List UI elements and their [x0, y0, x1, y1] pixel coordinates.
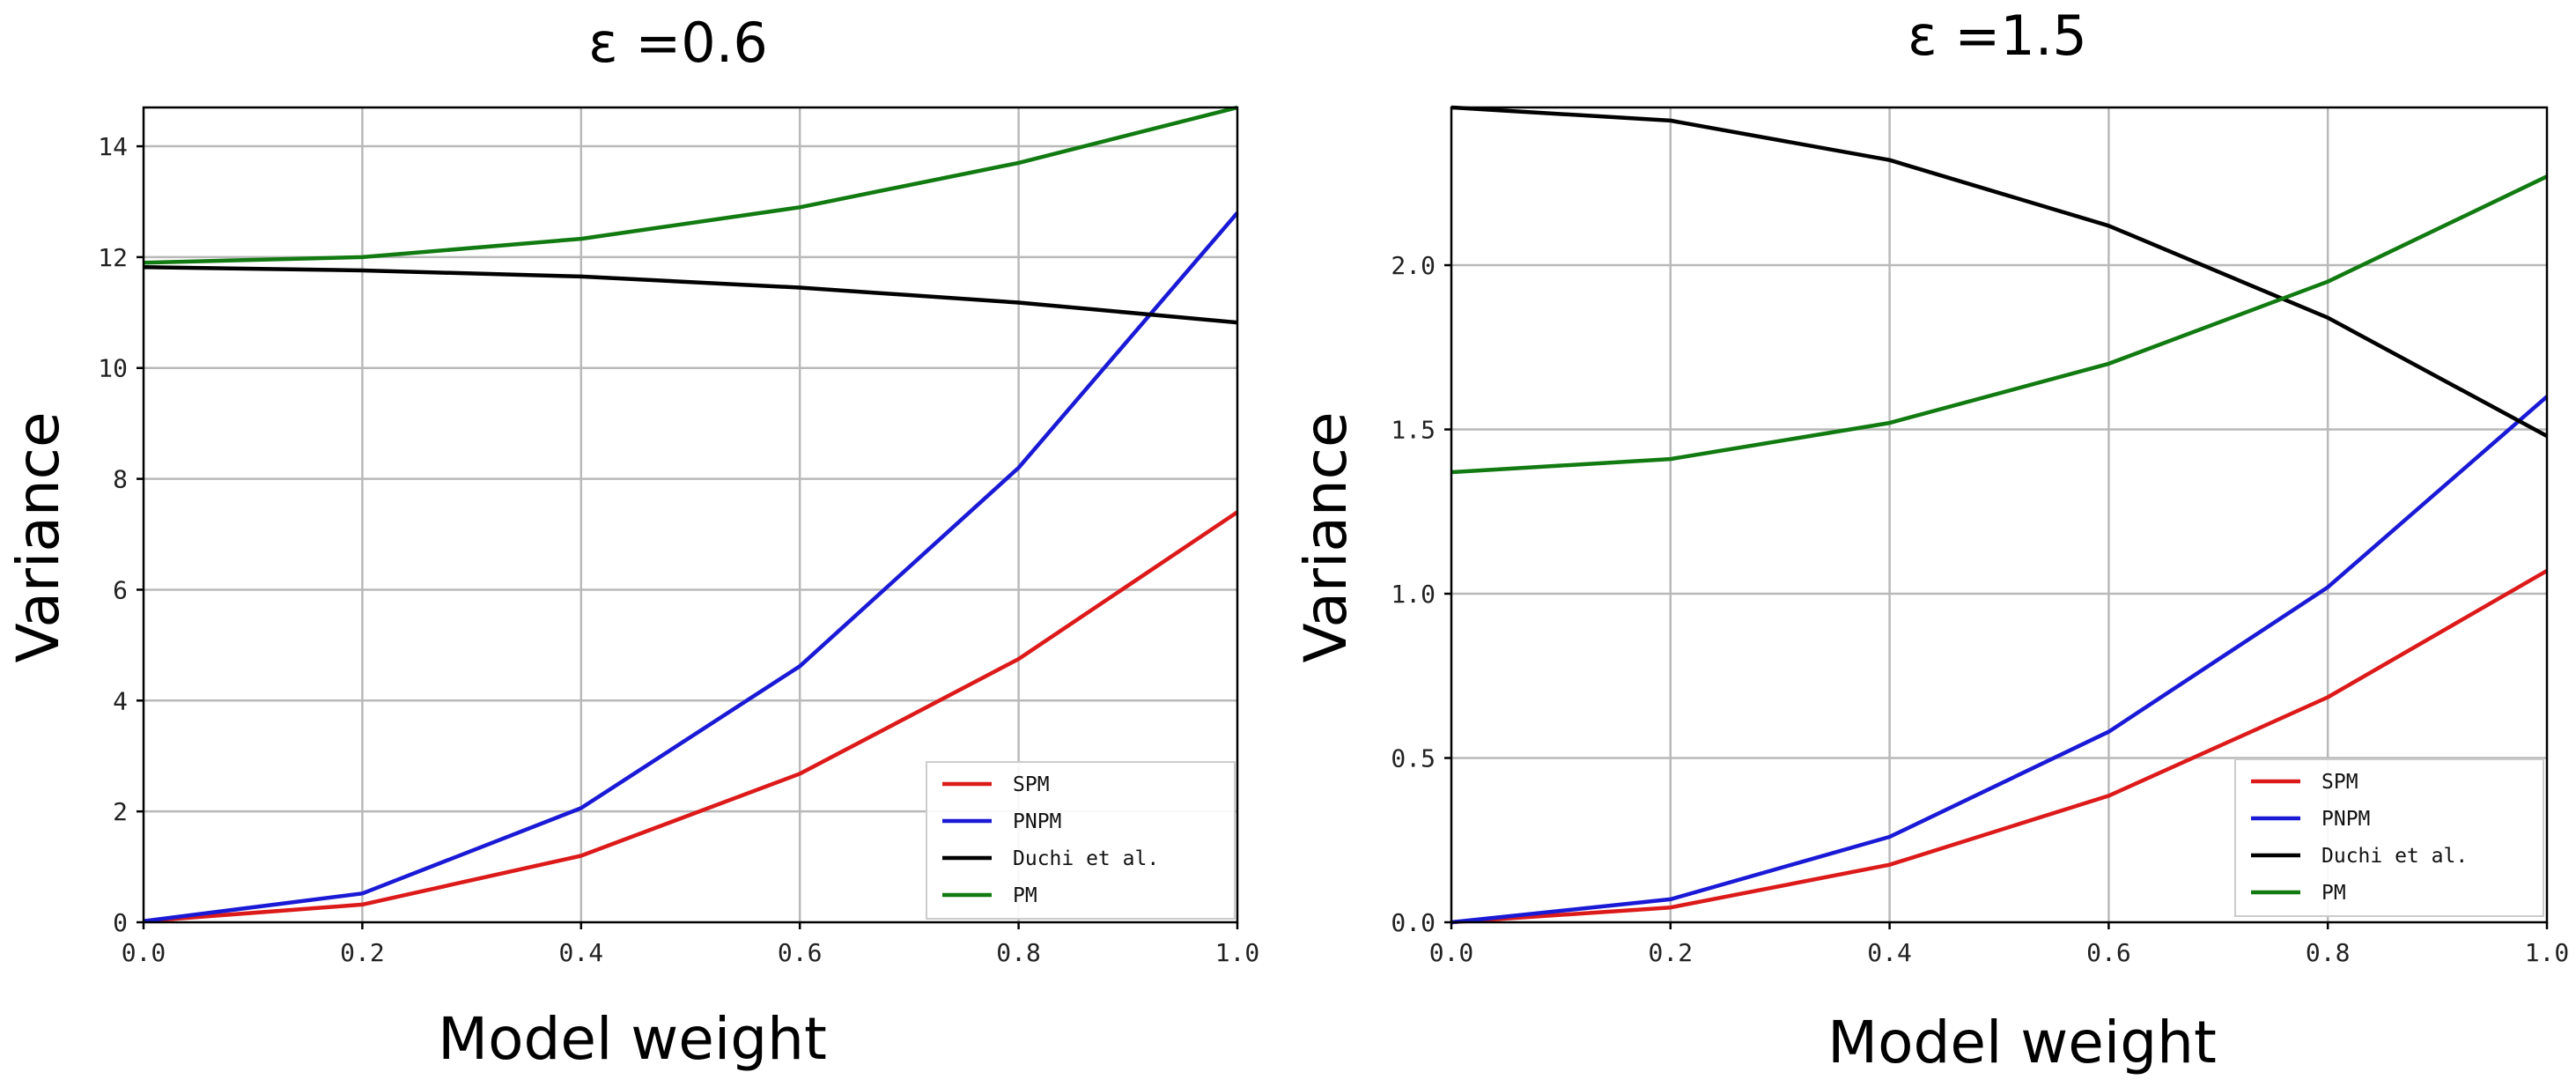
y-tick-label: 10: [98, 354, 128, 383]
y-tick-label: 14: [98, 132, 128, 161]
plot-area: 0.0 0.2 0.4 0.6 0.8 1.0 0 2 4 6 8 10 12 14 SPM PNPM Duch…: [98, 105, 1260, 967]
y-axis-label: Variance: [4, 411, 72, 662]
series-line-pnpm: [143, 211, 1239, 923]
x-tick-label: 0.0: [122, 938, 166, 967]
x-tick-label: 0.0: [1429, 938, 1474, 967]
y-tick-label: 2: [113, 797, 128, 826]
x-tick-label: 0.2: [340, 938, 385, 967]
chart-title: ε =0.6: [588, 11, 768, 75]
legend-label: SPM: [2321, 771, 2358, 794]
x-tick-label: 1.0: [1215, 938, 1260, 967]
legend-box: [926, 761, 1236, 920]
y-tick-label: 1.0: [1391, 580, 1436, 609]
y-tick-label: 2.0: [1391, 251, 1436, 280]
x-tick-label: 0.8: [2306, 938, 2351, 967]
legend-label: Duchi et al.: [2321, 845, 2468, 868]
y-axis-label: Variance: [1292, 411, 1360, 662]
x-tick-label: 1.0: [2525, 938, 2570, 967]
y-tick-label: 8: [113, 465, 128, 494]
chart-panel-eps-1.5: ε =1.5 Model weight Variance 0.0 0.2 0.4 0.…: [1292, 4, 2569, 1076]
legend: SPM PNPM Duchi et al. PM: [926, 761, 1236, 920]
x-tick-label: 0.6: [2086, 938, 2131, 967]
legend-label: SPM: [1013, 773, 1050, 796]
chart-panel-eps-0.6: ε =0.6 Model weight Variance 0.0 0.2 0.4 0.…: [4, 11, 1259, 1073]
legend-label: PNPM: [2321, 808, 2370, 831]
legend-label: PM: [2321, 882, 2346, 905]
x-tick-label: 0.4: [1867, 938, 1912, 967]
x-tick-label: 0.2: [1649, 938, 1694, 967]
chart-title: ε =1.5: [1908, 4, 2087, 68]
plot-area: 0.0 0.2 0.4 0.6 0.8 1.0 0.0 0.5 1.0 1.5 2.0 SPM PNPM…: [1391, 105, 2570, 967]
legend: SPM PNPM Duchi et al. PM: [2234, 758, 2544, 917]
series-line-spm: [1450, 568, 2549, 925]
y-tick-label: 0.0: [1391, 908, 1436, 937]
x-axis-label: Model weight: [438, 1005, 827, 1073]
series-line-duchi-et-al: [1450, 105, 2549, 438]
x-tick-label: 0.6: [778, 938, 823, 967]
x-tick-label: 0.8: [996, 938, 1041, 967]
legend-box: [2234, 758, 2544, 917]
series-line-pnpm: [1450, 395, 2549, 925]
series-line-pm: [1450, 174, 2548, 475]
legend-label: PM: [1013, 884, 1037, 907]
y-tick-label: 1.5: [1391, 416, 1436, 445]
y-tick-label: 4: [113, 686, 128, 715]
plot-frame: [1450, 106, 2549, 924]
legend-label: Duchi et al.: [1013, 847, 1159, 870]
x-tick-label: 0.4: [559, 938, 604, 967]
y-tick-label: 6: [113, 575, 128, 604]
plot-frame: [142, 106, 1239, 924]
y-tick-label: 12: [98, 243, 128, 272]
series-line-spm: [143, 510, 1239, 923]
x-axis-label: Model weight: [1827, 1009, 2217, 1076]
y-tick-label: 0: [113, 908, 128, 937]
y-tick-label: 0.5: [1391, 744, 1436, 773]
series-line-pm: [143, 105, 1238, 265]
series-line-duchi-et-al: [143, 264, 1238, 325]
legend-label: PNPM: [1013, 810, 1061, 833]
